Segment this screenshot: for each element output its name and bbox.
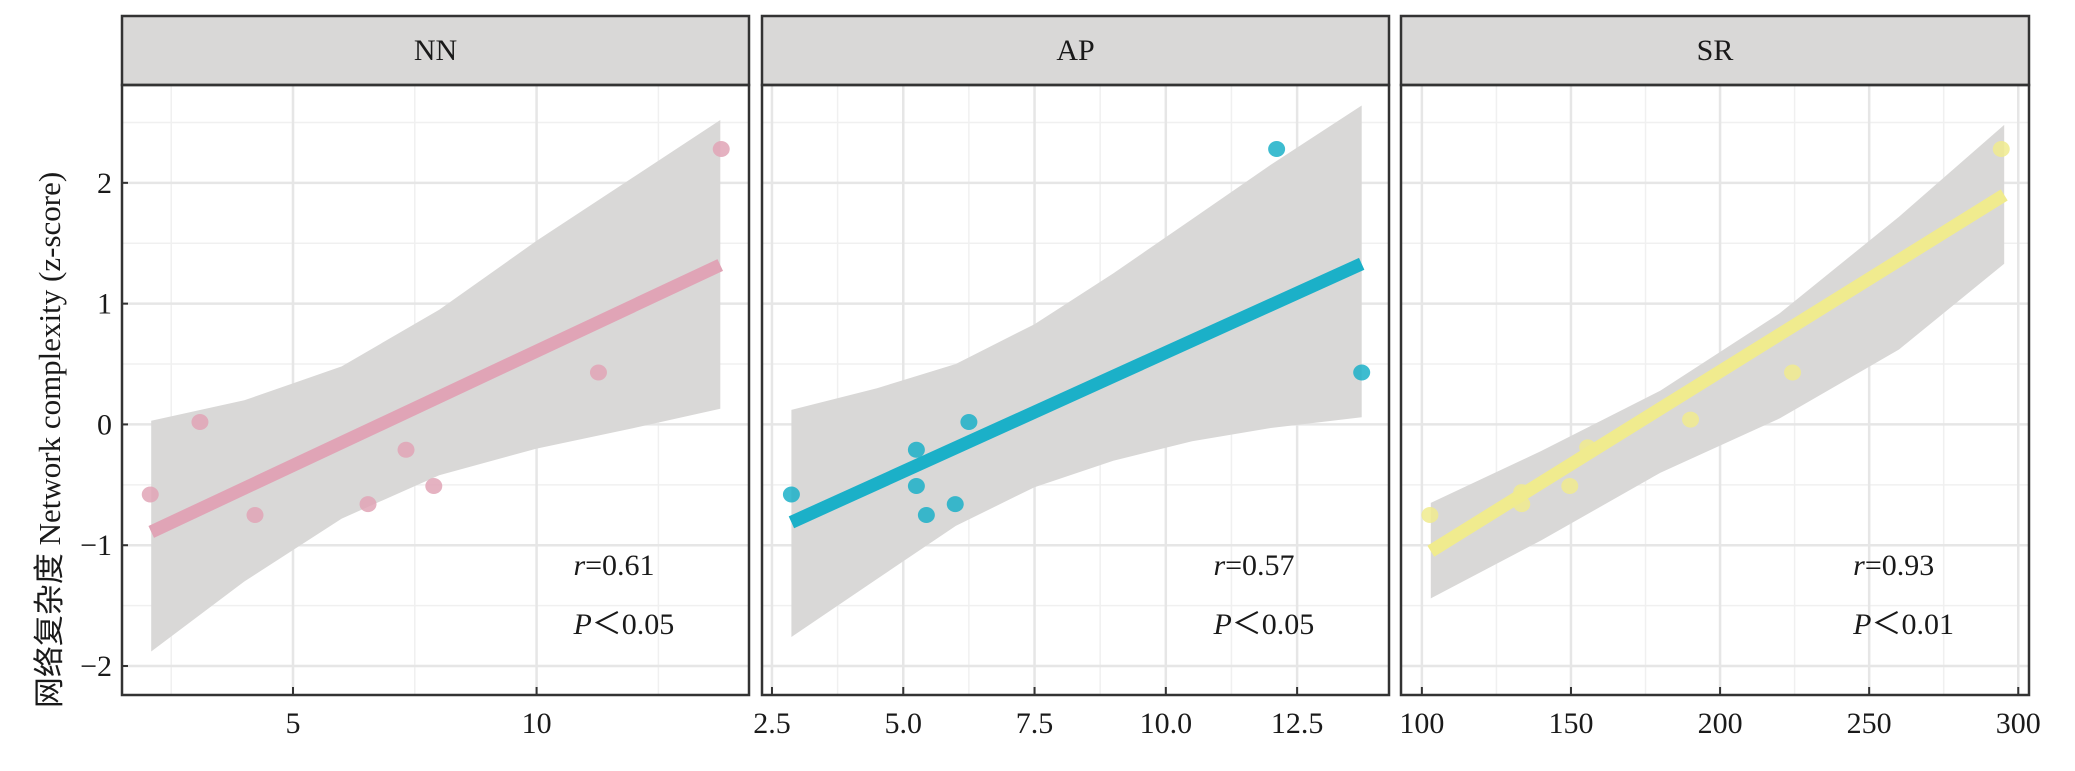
x-tick-label: 250 — [1847, 707, 1892, 740]
data-point — [1353, 364, 1371, 381]
data-point — [1268, 141, 1286, 158]
r-value: =0.57 — [1225, 549, 1294, 582]
p-value: ＜0.01 — [1871, 608, 1954, 641]
p-symbol: P — [572, 608, 591, 641]
p-value: ＜0.05 — [1232, 608, 1315, 641]
y-tick-label: 1 — [97, 288, 112, 321]
x-tick-label: 12.5 — [1271, 707, 1324, 740]
data-point — [425, 478, 443, 495]
x-tick-label: 200 — [1698, 707, 1743, 740]
data-point — [1682, 411, 1700, 428]
facet-strip — [1399, 14, 2031, 87]
x-tick-label: 100 — [1399, 707, 1444, 740]
r-symbol: r — [573, 549, 585, 582]
data-point — [782, 486, 800, 503]
data-point — [1992, 141, 2010, 158]
regression-line — [148, 259, 724, 538]
data-point — [712, 141, 730, 158]
data-point — [141, 486, 159, 503]
y-tick-label: −2 — [80, 650, 112, 683]
x-tick-label: 7.5 — [1016, 707, 1054, 740]
panel-border — [760, 83, 1391, 697]
data-point — [191, 414, 209, 431]
facet-strip-label: AP — [1056, 34, 1094, 67]
x-tick-label: 5 — [286, 707, 301, 740]
r-symbol: r — [1213, 549, 1225, 582]
y-tick-label: 0 — [97, 408, 112, 441]
data-point — [246, 507, 264, 524]
data-point — [907, 478, 925, 495]
data-point — [960, 414, 978, 431]
data-point — [589, 364, 607, 381]
data-point — [359, 496, 377, 513]
data-point — [1784, 364, 1802, 381]
annotation-r: r=0.57 — [1213, 549, 1294, 582]
panel-border — [120, 83, 751, 697]
facet-panel-sr: r=0.93 P＜0.01 SR 100 150 200 250 300 — [1399, 14, 2041, 740]
r-symbol: r — [1853, 549, 1865, 582]
y-axis-title: 网络复杂度 Network complexity (z-score) — [32, 172, 67, 708]
annotation-r: r=0.93 — [1853, 549, 1934, 582]
data-point — [1561, 478, 1579, 495]
y-tick-label: −1 — [80, 529, 112, 562]
regression-line — [788, 257, 1365, 529]
facet-panel-nn: r=0.61 P＜0.05 NN 5 10 −2 −1 0 1 2 — [80, 14, 751, 740]
facet-strip — [760, 14, 1391, 87]
data-point — [917, 507, 935, 524]
p-symbol: P — [1852, 608, 1871, 641]
r-value: =0.93 — [1865, 549, 1934, 582]
r-value: =0.61 — [585, 549, 654, 582]
confidence-band — [791, 105, 1362, 637]
y-tick-label: 2 — [97, 167, 112, 200]
annotation-r: r=0.61 — [573, 549, 654, 582]
data-point — [397, 441, 415, 458]
data-point — [907, 441, 925, 458]
data-point — [946, 496, 964, 513]
p-symbol: P — [1212, 608, 1231, 641]
x-tick-label: 300 — [1996, 707, 2041, 740]
facet-strip-label: NN — [414, 34, 457, 67]
annotation-p: P＜0.01 — [1852, 608, 1954, 641]
facet-strip-label: SR — [1697, 34, 1734, 67]
panel-border — [1399, 83, 2031, 697]
data-point — [1421, 507, 1439, 524]
facet-strip — [120, 14, 751, 87]
p-value: ＜0.05 — [592, 608, 675, 641]
facet-panel-ap: r=0.57 P＜0.05 AP 2.5 5.0 7.5 10.0 12.5 — [753, 14, 1391, 740]
x-tick-label: 10.0 — [1140, 707, 1193, 740]
x-tick-label: 10 — [522, 707, 552, 740]
x-tick-label: 150 — [1548, 707, 1593, 740]
annotation-p: P＜0.05 — [1212, 608, 1314, 641]
confidence-band — [151, 120, 721, 652]
regression-line — [1427, 189, 2008, 557]
x-tick-label: 2.5 — [753, 707, 791, 740]
x-tick-label: 5.0 — [885, 707, 923, 740]
annotation-p: P＜0.05 — [572, 608, 674, 641]
